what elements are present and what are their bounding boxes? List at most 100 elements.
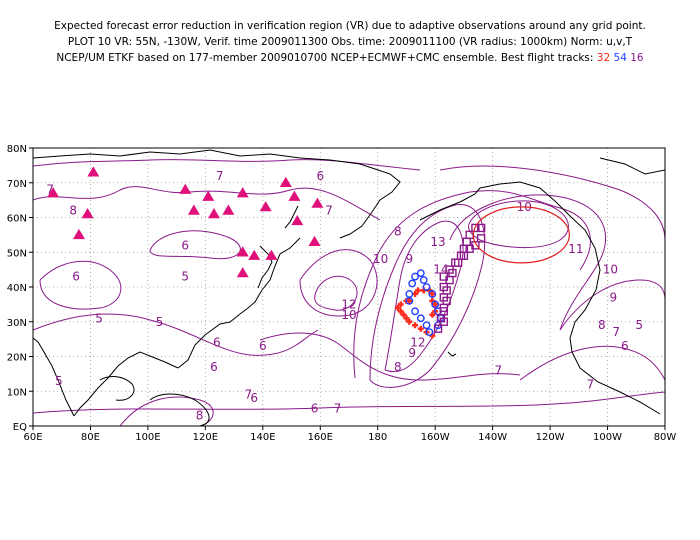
y-tick-label: 10N (7, 387, 27, 398)
contour-label: 9 (406, 252, 414, 266)
observation-triangle (308, 235, 321, 247)
track-32-marker (394, 304, 401, 311)
track-16-marker (442, 296, 451, 306)
track-32-marker (429, 311, 436, 318)
track-label-b: 54 (613, 52, 627, 64)
y-tick-label: 40N (7, 283, 27, 294)
observation-triangle (47, 187, 60, 198)
lat-lon-grid (33, 148, 665, 426)
track-54-marker (425, 328, 434, 337)
track-54-marker (428, 290, 437, 298)
x-tick-label: 180 (368, 432, 387, 443)
contour-label: 10 (373, 252, 388, 266)
contour-label: 5 (156, 315, 164, 329)
track-32-marker (417, 325, 424, 332)
coastline (99, 376, 135, 401)
observation-triangle (87, 166, 100, 177)
contour-label: 5 (635, 318, 643, 332)
track-16-marker (433, 324, 443, 333)
coastline (339, 173, 401, 239)
track-16-marker (442, 286, 451, 295)
x-tick-label: 160W (421, 432, 450, 443)
track-32-marker (406, 297, 413, 304)
observation-triangle (187, 204, 200, 215)
coastline (149, 393, 210, 426)
contour-label: 7 (245, 388, 253, 402)
coastline (33, 149, 391, 175)
track-32-marker (414, 287, 421, 294)
error-reduction-contours (33, 159, 665, 426)
contour-label: 12 (410, 336, 425, 350)
track-16-marker (465, 230, 474, 240)
y-tick-label: EQ (13, 422, 27, 433)
contour-line (259, 332, 521, 381)
coastlines (33, 149, 665, 426)
contour-label: 8 (598, 318, 606, 332)
coastline (177, 237, 301, 369)
x-tick-label: 140W (478, 432, 507, 443)
track-54-marker (422, 283, 431, 291)
x-tick-label: 120E (193, 432, 218, 443)
contour-label: 13 (430, 235, 445, 249)
observation-triangle (291, 214, 304, 226)
track-16-marker (459, 251, 469, 260)
track-16-marker (471, 223, 480, 233)
contour-line (467, 200, 569, 248)
track-32-marker (397, 308, 404, 315)
x-tick-label: 60E (23, 432, 42, 443)
track-54-marker (411, 272, 419, 281)
y-tick-label: 80N (7, 144, 27, 155)
contour-line (299, 249, 378, 317)
contour-label: 6 (621, 339, 629, 353)
observation-triangle (288, 190, 301, 201)
track-54-marker (419, 276, 428, 284)
contour-label: 7 (216, 169, 224, 183)
x-tick-label: 160E (308, 432, 333, 443)
x-tick-label: 100W (593, 432, 622, 443)
coastline (447, 351, 457, 357)
contour-label: 6 (72, 270, 80, 284)
map-title-line-2: PLOT 10 VR: 55N, -130W, Verif. time 2009… (67, 36, 633, 48)
contour-line (559, 279, 665, 331)
track-16-marker (476, 223, 486, 233)
x-axis-ticks: 60E 80E 100E 120E 140E 160E 180 160W 140W 120W 100… (23, 426, 676, 443)
track-54-marker (408, 279, 417, 288)
contour-label: 7 (334, 402, 342, 416)
verification-region-circle (472, 206, 570, 264)
observation-triangle (265, 249, 278, 260)
contour-line (439, 165, 665, 241)
x-tick-label: 80W (654, 432, 677, 443)
track-16-marker (439, 317, 448, 326)
coastline (419, 187, 481, 221)
observation-triangle (207, 208, 220, 219)
contour-label: 8 (394, 224, 402, 238)
coastline (33, 337, 75, 417)
contour-label: 8 (394, 360, 402, 374)
x-tick-label: 140E (250, 432, 275, 443)
observation-triangle (72, 228, 85, 240)
contour-label: 6 (210, 360, 218, 374)
contour-label: 6 (316, 169, 324, 183)
contour-label: 5 (181, 270, 189, 284)
observation-triangle (259, 201, 272, 212)
y-axis-ticks: EQ 10N 20N 30N 40N 50N 60N 70N 80N (7, 144, 33, 433)
coastline (257, 245, 273, 289)
observation-triangle (81, 208, 94, 219)
track-32-marker (400, 311, 407, 318)
track-32-marker (412, 322, 419, 329)
track-32-marker (429, 290, 436, 297)
contour-label: 7 (46, 183, 54, 197)
contour-line (149, 230, 241, 260)
contour-line (369, 204, 486, 388)
contour-label: 12 (341, 297, 356, 311)
track-label-a: 32 (596, 52, 611, 64)
track-label-c: 16 (630, 52, 644, 64)
track-16-marker (453, 258, 463, 267)
observation-triangle (222, 204, 235, 215)
track-16-marker (462, 237, 471, 247)
track-32-marker (406, 318, 413, 325)
contour-label: 7 (495, 363, 503, 377)
y-tick-label: 60N (7, 214, 27, 225)
observation-triangle (236, 246, 249, 257)
y-tick-label: 70N (7, 179, 27, 190)
